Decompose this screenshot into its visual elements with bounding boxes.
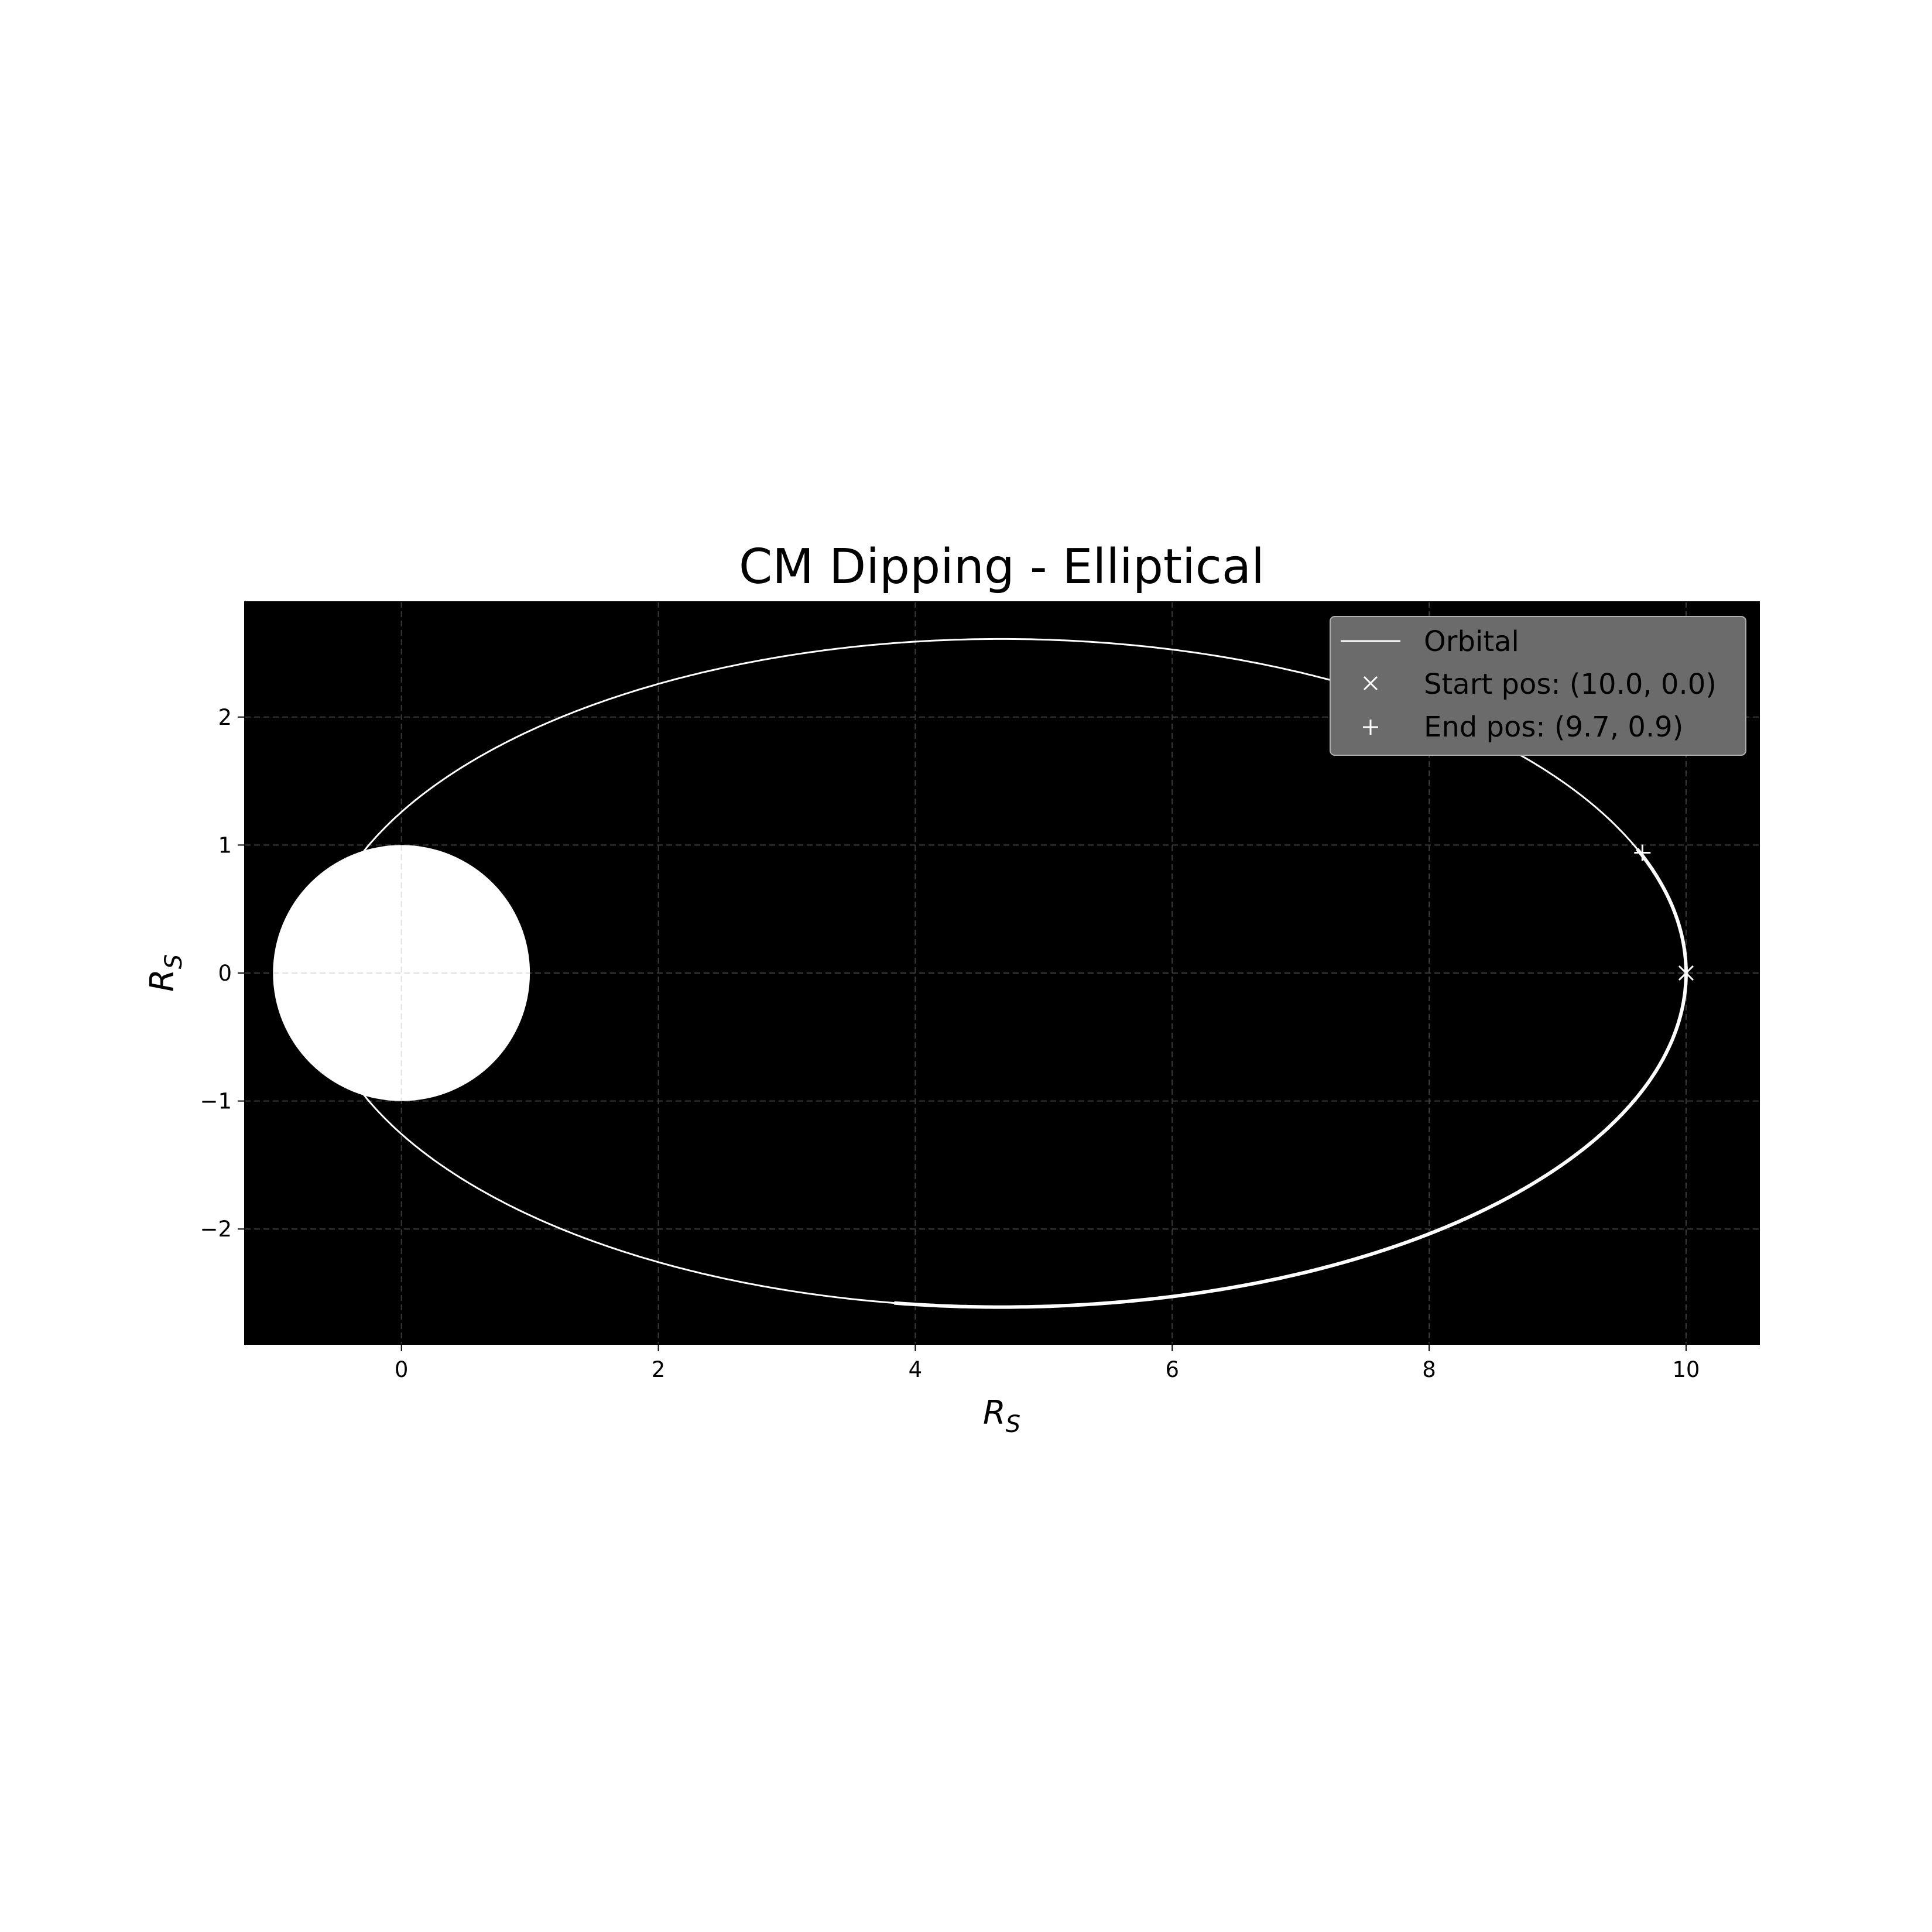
x-tick-label: 4 [909,1357,923,1382]
x-tick-label: 2 [652,1357,666,1382]
x-tick-label: 8 [1422,1357,1436,1382]
y-tick-label: −2 [200,1217,232,1242]
chart-title: CM Dipping - Elliptical [739,539,1265,595]
plot-content [273,638,1694,1309]
legend-box [1330,616,1746,756]
legend-label-start: Start pos: (10.0, 0.0) [1424,668,1717,701]
y-tick-label: 1 [218,833,232,858]
central-body [273,845,530,1101]
legend-marker-start [1363,676,1378,691]
marker-stroke [1678,965,1694,981]
orbit-retrace-path [894,848,1688,1309]
y-axis-label: RS [143,954,187,992]
start-position-marker [1678,965,1694,981]
legend-label-orbital: Orbital [1424,625,1519,658]
legend: Orbital Start pos: (10.0, 0.0) End pos: … [1330,616,1746,756]
x-axis-label: RS [983,1394,1020,1438]
x-tick-label: 0 [395,1357,409,1382]
x-tick-label: 6 [1165,1357,1179,1382]
y-tick-label: 0 [218,961,232,986]
x-axis: 0 2 4 6 8 10 [395,1344,1700,1382]
x-tick-label: 10 [1672,1357,1700,1382]
legend-marker-end [1363,720,1378,735]
y-axis: −2 −1 0 1 2 [200,705,245,1242]
y-tick-label: 2 [218,705,232,730]
legend-label-end: End pos: (9.7, 0.9) [1424,711,1683,744]
y-tick-label: −1 [200,1089,232,1114]
end-position-marker [1634,844,1651,861]
